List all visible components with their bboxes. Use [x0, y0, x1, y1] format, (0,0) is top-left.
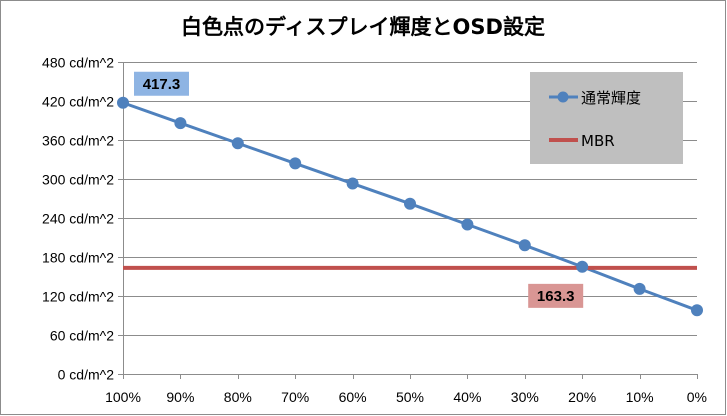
x-tick-label: 40% — [453, 389, 481, 405]
x-tick-label: 70% — [281, 389, 309, 405]
data-label-box — [134, 71, 189, 96]
data-label: 163.3 — [537, 288, 575, 305]
y-tick-label: 420 cd/m^2 — [42, 94, 114, 110]
y-tick-label: 480 cd/m^2 — [42, 55, 114, 71]
x-tick-label: 0% — [687, 389, 707, 405]
y-tick-label: 300 cd/m^2 — [42, 172, 114, 188]
data-point — [117, 96, 129, 109]
x-tick-label: 80% — [224, 389, 252, 405]
legend-box — [530, 72, 683, 164]
data-labels: 417.3 163.3 — [134, 71, 584, 308]
data-label-box — [528, 283, 584, 308]
data-point — [518, 239, 531, 252]
x-tick-label: 20% — [568, 389, 596, 405]
chart-title: 白色点のディスプレイ輝度とOSD設定 — [181, 15, 545, 39]
data-point — [231, 137, 244, 150]
data-point — [461, 218, 474, 231]
x-tick-label: 30% — [511, 389, 539, 405]
y-tick-label: 60 cd/m^2 — [50, 328, 114, 344]
y-tick-label: 360 cd/m^2 — [42, 133, 114, 149]
legend-marker-normal — [557, 91, 569, 103]
y-tick-label: 180 cd/m^2 — [42, 250, 114, 266]
data-point — [633, 282, 646, 295]
x-tick-label: 10% — [626, 389, 654, 405]
x-tick-label: 90% — [166, 389, 194, 405]
series — [117, 96, 703, 317]
x-tick-labels: 100% 90% 80% 70% 60% 50% 40% 30% 20% 10% 0% — [105, 389, 707, 405]
axes — [118, 62, 698, 379]
x-tick-label: 50% — [396, 389, 424, 405]
data-point — [691, 304, 703, 317]
y-tick-labels: 0 cd/m^2 60 cd/m^2 120 cd/m^2 180 cd/m^2 240… — [42, 55, 114, 383]
data-point — [576, 260, 589, 273]
y-tick-label: 240 cd/m^2 — [42, 211, 114, 227]
x-tick-label: 60% — [339, 389, 367, 405]
data-point — [346, 177, 359, 190]
y-tick-label: 120 cd/m^2 — [42, 289, 114, 305]
legend: 通常輝度 MBR — [530, 72, 683, 164]
x-tick-label: 100% — [105, 389, 141, 405]
data-point — [404, 197, 416, 210]
y-tick-label: 0 cd/m^2 — [58, 367, 115, 383]
data-point — [174, 117, 187, 130]
legend-label-normal: 通常輝度 — [581, 89, 641, 107]
data-point — [289, 157, 302, 170]
legend-label-mbr: MBR — [581, 132, 615, 150]
data-label: 417.3 — [143, 76, 181, 93]
